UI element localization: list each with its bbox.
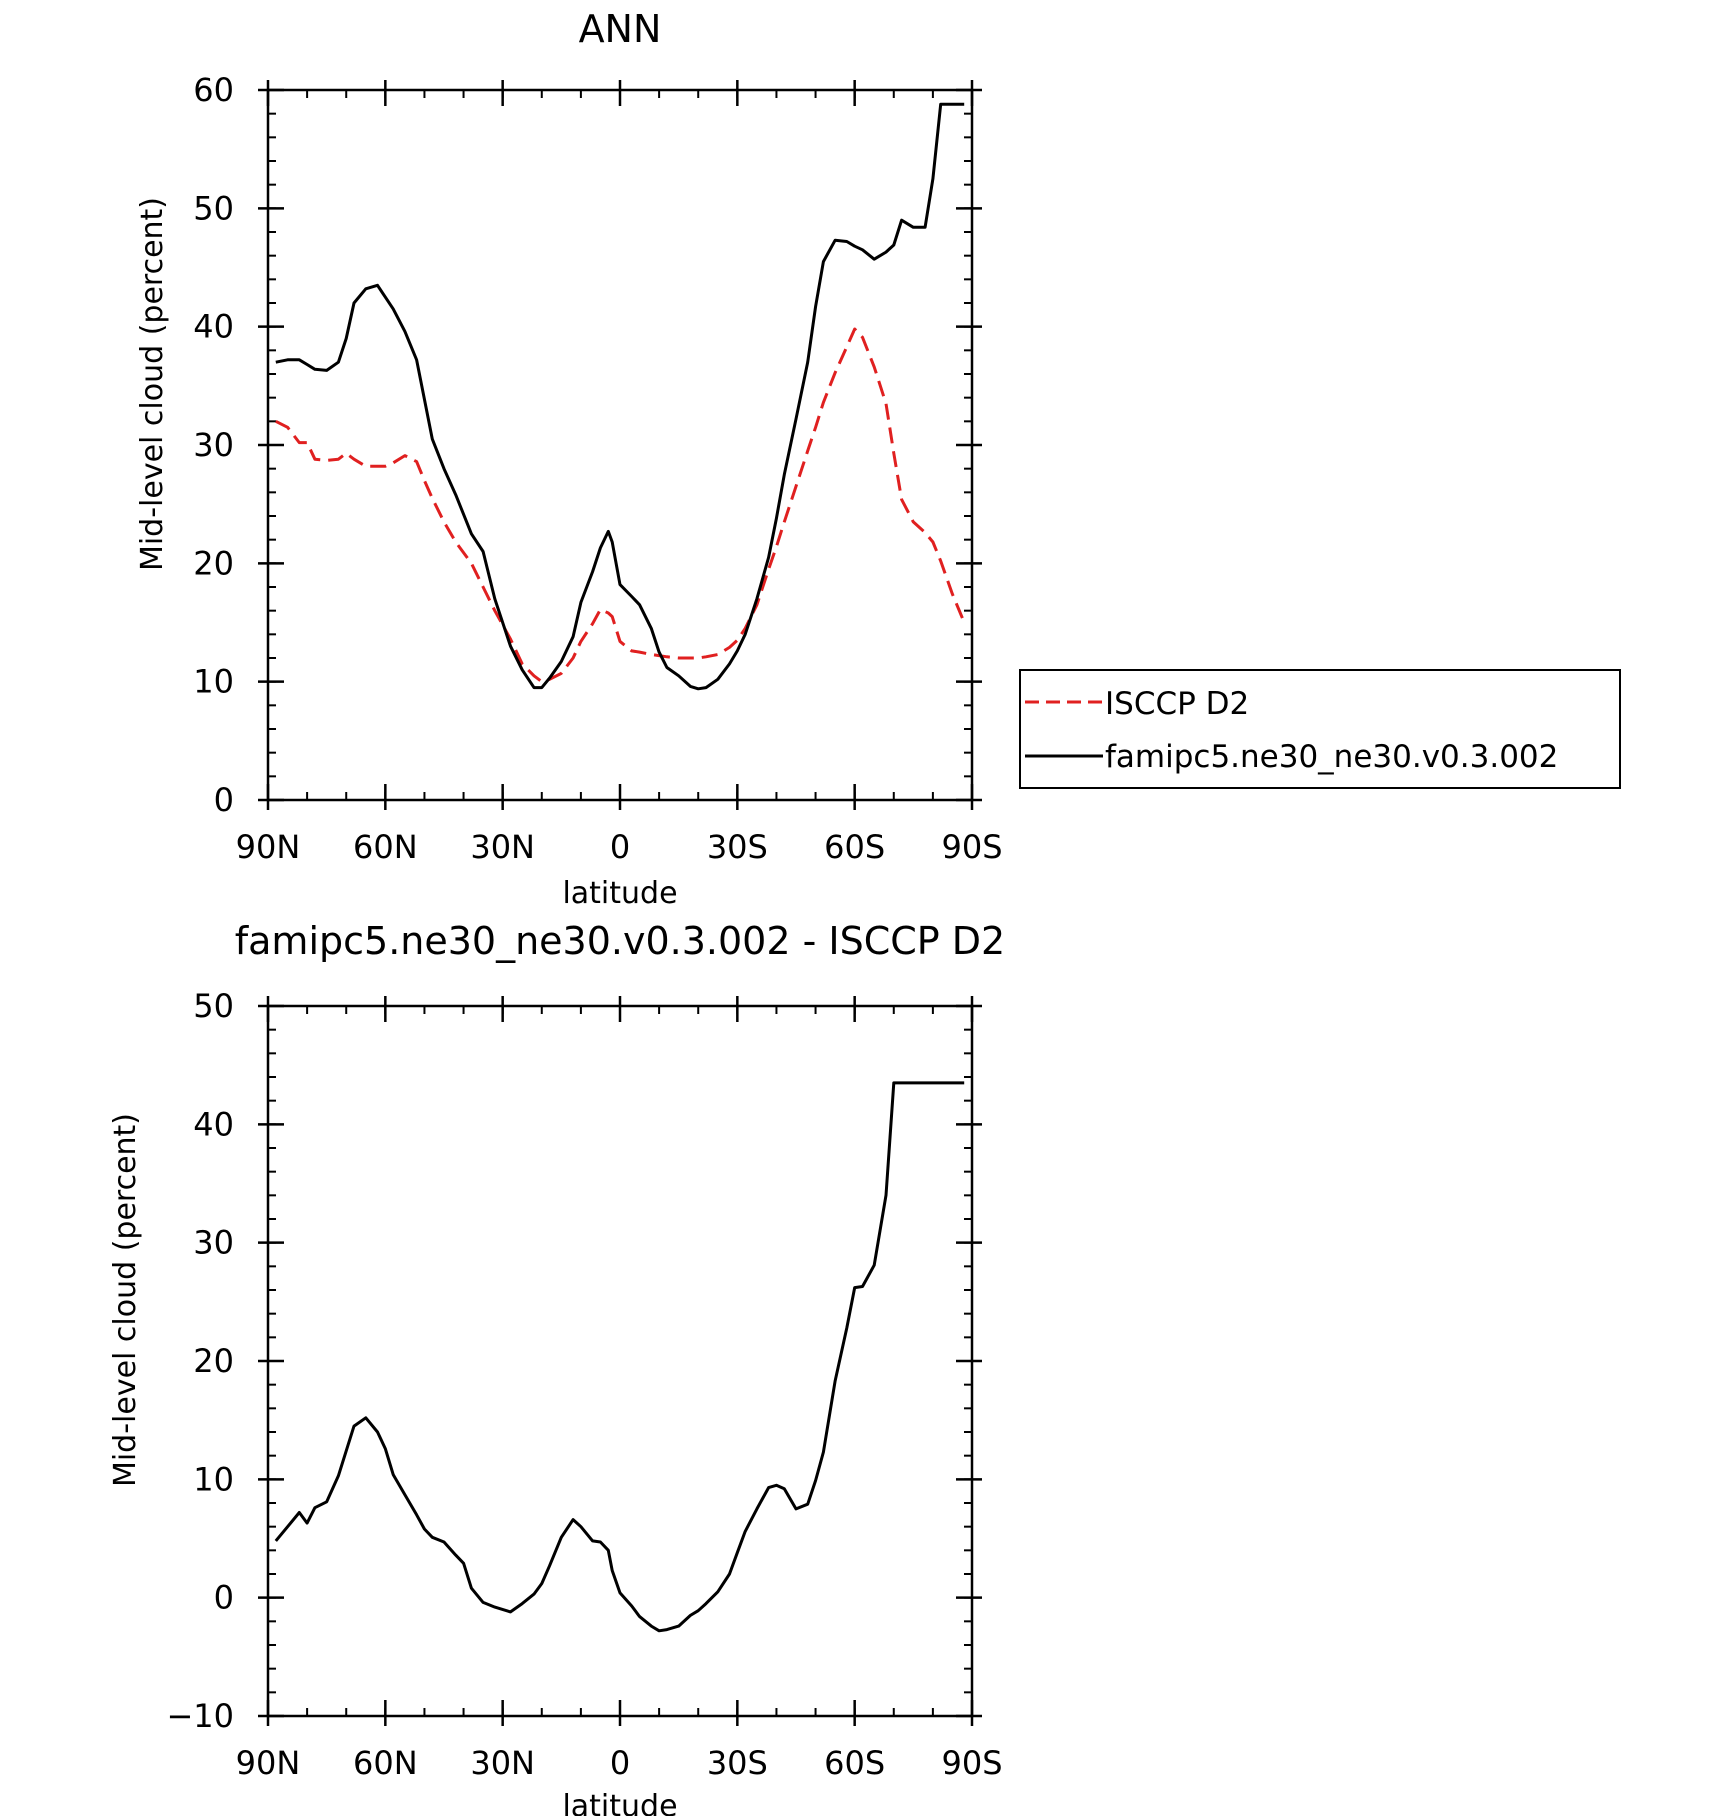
legend-label-model: famipc5.ne30_ne30.v0.3.002	[1105, 739, 1558, 775]
series-line-isccp-d2	[275, 327, 966, 684]
x-tick-label: 90N	[236, 1744, 301, 1782]
x-tick-label: 90N	[236, 828, 301, 866]
y-tick-label: 50	[193, 987, 234, 1025]
x-tick-label: 30N	[470, 1744, 535, 1782]
bottom-chart-title: famipc5.ne30_ne30.v0.3.002 - ISCCP D2	[235, 919, 1005, 963]
top-chart-title: ANN	[579, 7, 662, 51]
x-tick-label: 60N	[353, 1744, 418, 1782]
x-tick-label: 0	[610, 828, 630, 866]
top-plot-frame	[266, 88, 974, 802]
top-y-axis-label: Mid-level cloud (percent)	[135, 197, 170, 571]
y-tick-label: 0	[214, 781, 234, 819]
x-tick-label: 30S	[707, 1744, 768, 1782]
x-tick-label: 0	[610, 1744, 630, 1782]
top-panel: ANN Mid-level cloud (percent) latitude 9…	[135, 7, 1003, 911]
x-tick-label: 90S	[941, 1744, 1002, 1782]
y-tick-label: 40	[193, 1105, 234, 1143]
y-tick-label: 20	[193, 544, 234, 582]
y-tick-label: 10	[193, 663, 234, 701]
series-line-difference	[274, 1081, 965, 1633]
bottom-panel: famipc5.ne30_ne30.v0.3.002 - ISCCP D2 Mi…	[108, 919, 1005, 1816]
y-tick-label: 50	[193, 189, 234, 227]
y-tick-label: 60	[193, 71, 234, 109]
bottom-y-axis-label: Mid-level cloud (percent)	[108, 1113, 143, 1487]
y-tick-label: −10	[166, 1697, 234, 1735]
legend: ISCCP D2 famipc5.ne30_ne30.v0.3.002	[1019, 669, 1621, 789]
top-x-axis-label: latitude	[562, 876, 677, 911]
y-tick-label: 20	[193, 1342, 234, 1380]
bottom-x-axis-label: latitude	[562, 1789, 677, 1816]
x-tick-label: 60S	[824, 828, 885, 866]
y-tick-label: 30	[193, 1224, 234, 1262]
bottom-plot-frame	[266, 1004, 974, 1718]
series-line-model	[275, 102, 965, 691]
x-tick-label: 60N	[353, 828, 418, 866]
x-tick-label: 90S	[941, 828, 1002, 866]
x-tick-label: 30S	[707, 828, 768, 866]
legend-label-isccp: ISCCP D2	[1105, 686, 1249, 722]
y-tick-label: 30	[193, 426, 234, 464]
y-tick-label: 10	[193, 1460, 234, 1498]
y-tick-label: 40	[193, 308, 234, 346]
x-tick-label: 60S	[824, 1744, 885, 1782]
x-tick-label: 30N	[470, 828, 535, 866]
legend-box	[1019, 669, 1621, 789]
y-tick-label: 0	[214, 1579, 234, 1617]
